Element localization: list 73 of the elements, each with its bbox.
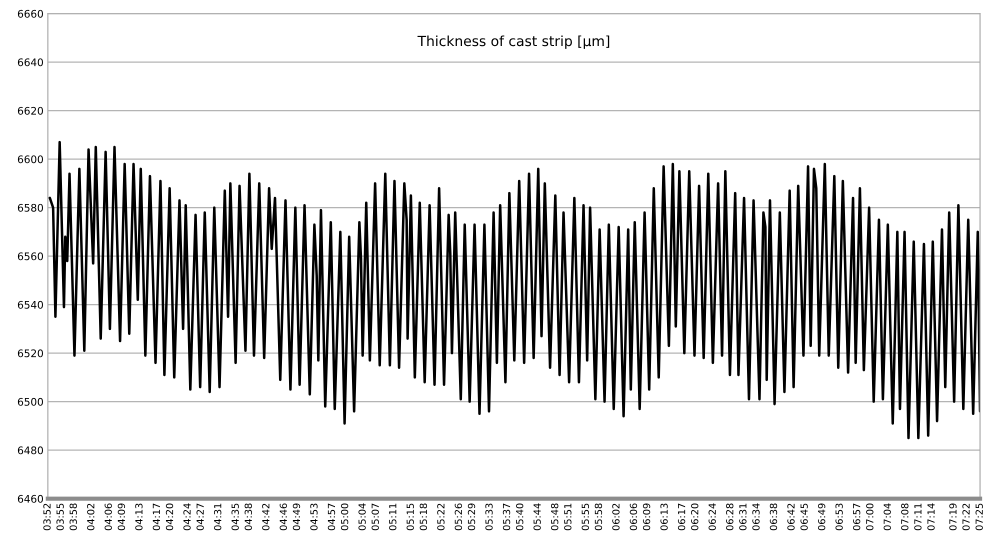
x-tick-label: 03:58 xyxy=(70,504,77,530)
x-tick-label: 06:17 xyxy=(678,504,686,530)
line-series xyxy=(48,140,980,440)
x-tick-label: 04:31 xyxy=(214,504,222,530)
x-tick-label: 05:44 xyxy=(533,503,541,530)
x-tick-label: 07:00 xyxy=(866,503,874,530)
x-tick-label: 04:57 xyxy=(328,504,336,530)
x-tick-label: 07:25 xyxy=(976,504,983,530)
x-tick-label: 07:08 xyxy=(901,504,908,530)
x-tick-label: 05:51 xyxy=(564,504,572,530)
y-tick-label: 6560 xyxy=(18,252,43,260)
x-tick-label: 06:57 xyxy=(852,504,860,530)
x-tick-label: 05:58 xyxy=(594,504,602,530)
y-tick-label: 6480 xyxy=(18,446,43,454)
x-tick-label: 04:53 xyxy=(310,504,318,530)
x-tick-label: 06:42 xyxy=(787,504,795,530)
y-tick-label: 6460 xyxy=(18,494,43,503)
y-tick-label: 6600 xyxy=(18,155,43,164)
y-tick-label: 6500 xyxy=(18,398,43,406)
x-tick-label: 07:11 xyxy=(914,504,922,530)
x-tick-label: 04:13 xyxy=(135,504,143,530)
x-tick-label: 05:15 xyxy=(406,504,414,530)
x-tick-label: 04:24 xyxy=(183,503,191,530)
x-tick-label: 06:28 xyxy=(726,504,734,530)
x-tick-label: 05:04 xyxy=(358,503,366,530)
x-tick-label: 07:19 xyxy=(949,504,957,530)
x-tick-label: 04:49 xyxy=(292,504,300,530)
x-tick-label: 05:18 xyxy=(420,504,428,530)
x-tick-label: 05:55 xyxy=(582,504,589,530)
x-tick-label: 05:29 xyxy=(468,504,476,530)
x-tick-label: 06:31 xyxy=(739,504,747,530)
x-tick-label: 06:38 xyxy=(770,504,778,530)
x-tick-label: 03:55 xyxy=(56,504,64,530)
x-tick-label: 06:06 xyxy=(630,503,638,530)
x-tick-label: 06:34 xyxy=(752,503,760,530)
x-tick-label: 06:02 xyxy=(612,504,620,530)
x-tick-label: 07:14 xyxy=(927,503,935,530)
x-tick-label: 05:37 xyxy=(502,504,510,530)
y-tick-label: 6640 xyxy=(18,58,43,66)
x-tick-label: 05:22 xyxy=(437,504,445,530)
x-tick-label: 06:13 xyxy=(660,504,668,530)
x-tick-label: 05:33 xyxy=(485,504,493,530)
x-tick-label: 05:11 xyxy=(389,504,396,530)
x-tick-label: 04:27 xyxy=(196,504,204,530)
text: Thickness of cast strip [µm] xyxy=(418,35,610,49)
y-tick-label: 6520 xyxy=(18,349,43,358)
x-tick-label: 04:42 xyxy=(262,504,270,530)
x-tick-label: 05:26 xyxy=(454,503,462,530)
x-tick-label: 04:38 xyxy=(244,504,252,530)
x-tick-label: 06:20 xyxy=(691,503,698,530)
x-tick-label: 06:24 xyxy=(708,503,716,530)
y-tick-label: 6620 xyxy=(18,106,43,115)
x-tick-label: 04:17 xyxy=(152,504,160,530)
x-tick-label: 04:46 xyxy=(280,503,288,530)
y-tick-label: 6660 xyxy=(18,10,43,18)
y-tick-label: 6580 xyxy=(18,204,43,212)
x-tick-label: 05:00 xyxy=(340,503,348,530)
x-tick-label: 04:35 xyxy=(231,504,239,530)
x-tick-label: 06:45 xyxy=(800,504,808,530)
x-tick-label: 07:22 xyxy=(962,504,970,530)
x-tick-label: 04:02 xyxy=(87,504,94,530)
x-tick-label: 04:20 xyxy=(166,503,174,530)
x-tick-label: 05:40 xyxy=(516,503,524,530)
y-tick-label: 6540 xyxy=(18,300,43,309)
x-tick-label: 06:09 xyxy=(642,504,650,530)
x-tick-label: 05:48 xyxy=(550,504,558,530)
x-tick-label: 07:04 xyxy=(884,503,891,530)
x-tick-label: 05:07 xyxy=(372,504,379,530)
x-tick-label: 06:53 xyxy=(835,504,843,530)
x-tick-label: 03:52 xyxy=(43,504,51,530)
x-tick-label: 04:06 xyxy=(104,503,112,530)
x-tick-label: 04:09 xyxy=(118,504,126,530)
x-tick-label: 06:49 xyxy=(818,504,826,530)
